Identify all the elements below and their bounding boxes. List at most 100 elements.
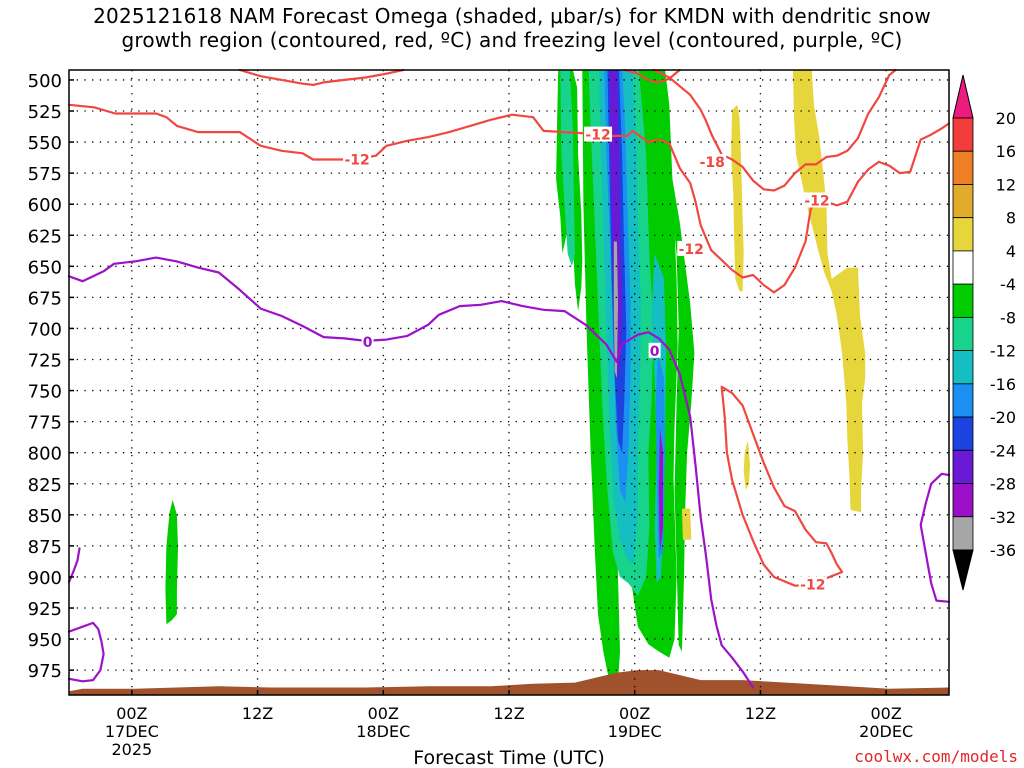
y-tick-label-700: 700 — [28, 319, 62, 340]
omega-yellow-sliver — [681, 508, 692, 540]
contour-label-bg-0 — [343, 151, 372, 167]
contour-label-5: -12 — [800, 577, 825, 593]
freezing-level-0C-right — [919, 472, 951, 603]
credit-text: coolwx.com/models — [854, 747, 1018, 766]
colorbar-label-9: -20 — [990, 408, 1016, 427]
x-axis-label: Forecast Time (UTC) — [413, 747, 604, 768]
colorbar-segment-6 — [952, 316, 974, 352]
x-tick-date-6: 17DEC — [105, 722, 159, 741]
y-tick-label-800: 800 — [28, 444, 62, 465]
x-tick-label-30: 00Z — [368, 704, 399, 723]
colorbar-label-3: 8 — [1006, 209, 1016, 228]
x-tick-label-78: 00Z — [870, 704, 901, 723]
colorbar-label-0: 20 — [996, 109, 1016, 128]
snow-growth--12-lower — [720, 385, 844, 587]
contour-label-bg-4 — [803, 192, 831, 208]
chart-title: 2025121618 NAM Forecast Omega (shaded, μ… — [0, 4, 1024, 52]
contour-label-bg-1 — [584, 126, 613, 142]
contour-label-1: -12 — [585, 128, 610, 144]
snow-growth--12-mid — [710, 122, 951, 294]
colorbar-segment-11 — [952, 483, 974, 518]
contour-label-bg-7 — [648, 342, 661, 358]
colorbar-label-10: -24 — [990, 441, 1016, 460]
terrain-layer — [69, 670, 949, 695]
y-tick-label-950: 950 — [28, 630, 62, 651]
snow-growth--12-A — [623, 68, 681, 84]
contour-layer — [67, 68, 951, 689]
snow-growth--12-right — [730, 68, 897, 192]
freezing-level-0C-lowleft — [67, 621, 105, 683]
colorbar-label-4: 4 — [1006, 242, 1016, 261]
colorbar-segment-5 — [952, 283, 974, 318]
colorbar-segment-7 — [952, 350, 974, 385]
omega-indigo — [609, 70, 623, 379]
contour-label-bg-5 — [798, 576, 827, 592]
snow-growth--12-main — [67, 103, 713, 252]
contour-label-layer: -12 -12 -18 -12 -12 -12 0 0 — [343, 126, 831, 593]
colorbar-label-6: -8 — [1000, 308, 1016, 327]
y-axis: 500 525 550 575 600 625 650 675 700 725 750 775 800 8… — [28, 71, 74, 682]
colorbar-segment-2 — [952, 184, 974, 219]
colorbar-segment-3 — [952, 217, 974, 252]
omega-teal-left — [560, 70, 575, 267]
colorbar-label-11: -28 — [990, 475, 1016, 494]
x-tick-label-6: 00Z — [116, 704, 147, 723]
contour-label-bg-3 — [677, 240, 706, 256]
colorbar-bottom-cap — [952, 549, 974, 591]
y-tick-label-925: 925 — [28, 599, 62, 620]
omega-purple-right — [658, 427, 663, 553]
colorbar-top-cap — [952, 74, 974, 119]
colorbar-segment-8 — [952, 383, 974, 418]
y-tick-label-675: 675 — [28, 288, 62, 309]
colorbar-label-8: -16 — [990, 375, 1016, 394]
colorbar: 20 16 12 8 4 -4 -8 -12 -16 -20 -24 -28 -32 -36 — [952, 74, 1016, 591]
y-tick-label-850: 850 — [28, 506, 62, 527]
colorbar-label-2: 12 — [996, 175, 1016, 194]
omega-yellow-main — [792, 70, 866, 513]
omega-gray — [613, 241, 618, 379]
colorbar-segment-9 — [952, 416, 974, 451]
y-tick-label-500: 500 — [28, 71, 62, 92]
colorbar-label-7: -12 — [990, 342, 1016, 361]
colorbar-segment-4 — [952, 250, 974, 285]
colorbar-label-5: -4 — [1000, 275, 1016, 294]
contour-label-bg-6 — [361, 334, 374, 350]
contour-label-0: -12 — [344, 152, 369, 168]
omega-yellow-small — [743, 440, 750, 490]
omega-green-early — [165, 499, 178, 625]
x-tick-label-18: 12Z — [242, 704, 273, 723]
y-tick-label-775: 775 — [28, 413, 62, 434]
colorbar-segment-12 — [952, 516, 974, 551]
grid-layer — [69, 70, 949, 695]
contour-label-4: -12 — [804, 193, 829, 209]
chart-title-line-1: 2025121618 NAM Forecast Omega (shaded, μ… — [93, 4, 931, 28]
omega-yellow-top — [731, 104, 744, 292]
contour-label-bg-2 — [698, 153, 727, 169]
omega-shading-layer — [165, 70, 866, 689]
x-tick-date-30: 18DEC — [356, 722, 410, 741]
y-tick-label-550: 550 — [28, 133, 62, 154]
y-tick-label-750: 750 — [28, 382, 62, 403]
x-tick-label-66: 12Z — [745, 704, 776, 723]
x-tick-year-6: 2025 — [111, 740, 152, 759]
terrain-surface — [69, 670, 949, 695]
y-tick-label-625: 625 — [28, 226, 62, 247]
y-tick-label-825: 825 — [28, 475, 62, 496]
y-tick-label-525: 525 — [28, 102, 62, 123]
snow-growth--18 — [652, 68, 734, 161]
colorbar-label-1: 16 — [996, 142, 1016, 161]
y-tick-label-575: 575 — [28, 164, 62, 185]
colorbar-segment-1 — [952, 150, 974, 185]
y-tick-label-600: 600 — [28, 195, 62, 216]
contour-label-3: -12 — [679, 242, 704, 258]
x-tick-label-54: 00Z — [619, 704, 650, 723]
colorbar-label-13: -36 — [990, 541, 1016, 560]
contour-label-7: 0 — [650, 344, 660, 360]
y-tick-label-975: 975 — [28, 661, 62, 682]
chart-title-line-2: growth region (contoured, red, ºC) and f… — [121, 28, 903, 52]
y-tick-label-725: 725 — [28, 351, 62, 372]
y-tick-label-875: 875 — [28, 537, 62, 558]
colorbar-segment-10 — [952, 449, 974, 484]
